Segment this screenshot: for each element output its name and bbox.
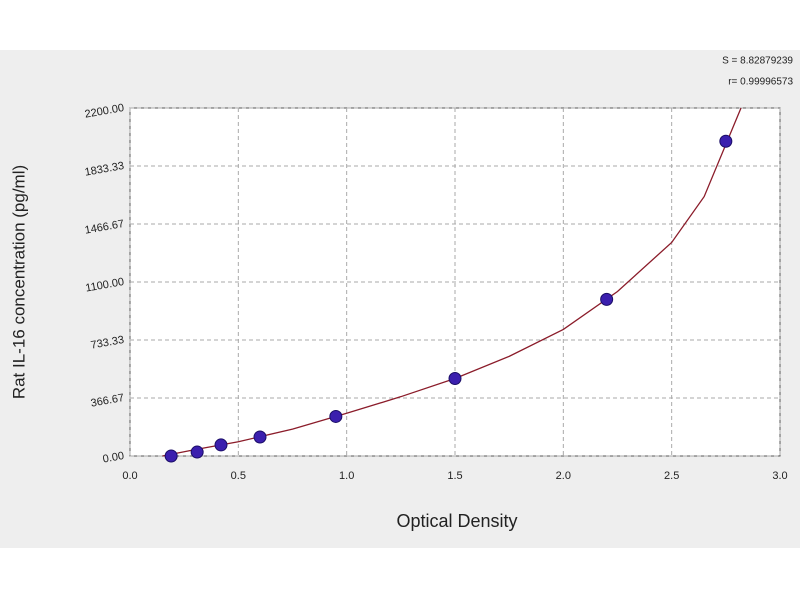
x-axis-label: Optical Density — [396, 511, 517, 531]
data-point — [190, 445, 204, 459]
y-tick-label: 733.33 — [90, 334, 125, 352]
y-axis-label: Rat IL-16 concentration (pg/ml) — [9, 165, 28, 399]
x-tick-label: 1.5 — [447, 470, 462, 482]
x-tick-label: 0.5 — [231, 470, 246, 482]
x-tick-label: 2.0 — [556, 470, 571, 482]
data-point — [253, 430, 267, 444]
data-point — [214, 438, 228, 452]
x-tick-label: 2.5 — [664, 470, 679, 482]
y-tick-label: 0.00 — [102, 450, 125, 466]
x-tick-label: 1.0 — [339, 470, 354, 482]
data-point — [329, 409, 343, 423]
x-tick-label: 3.0 — [772, 470, 787, 482]
data-point — [448, 371, 462, 385]
y-tick-label: 366.67 — [90, 392, 125, 410]
data-point — [719, 134, 733, 148]
data-point — [164, 449, 178, 463]
annotation: r= 0.99996573 — [728, 77, 793, 88]
x-tick-label: 0.0 — [122, 470, 137, 482]
annotation: S = 8.82879239 — [722, 56, 793, 67]
data-point — [600, 292, 614, 306]
